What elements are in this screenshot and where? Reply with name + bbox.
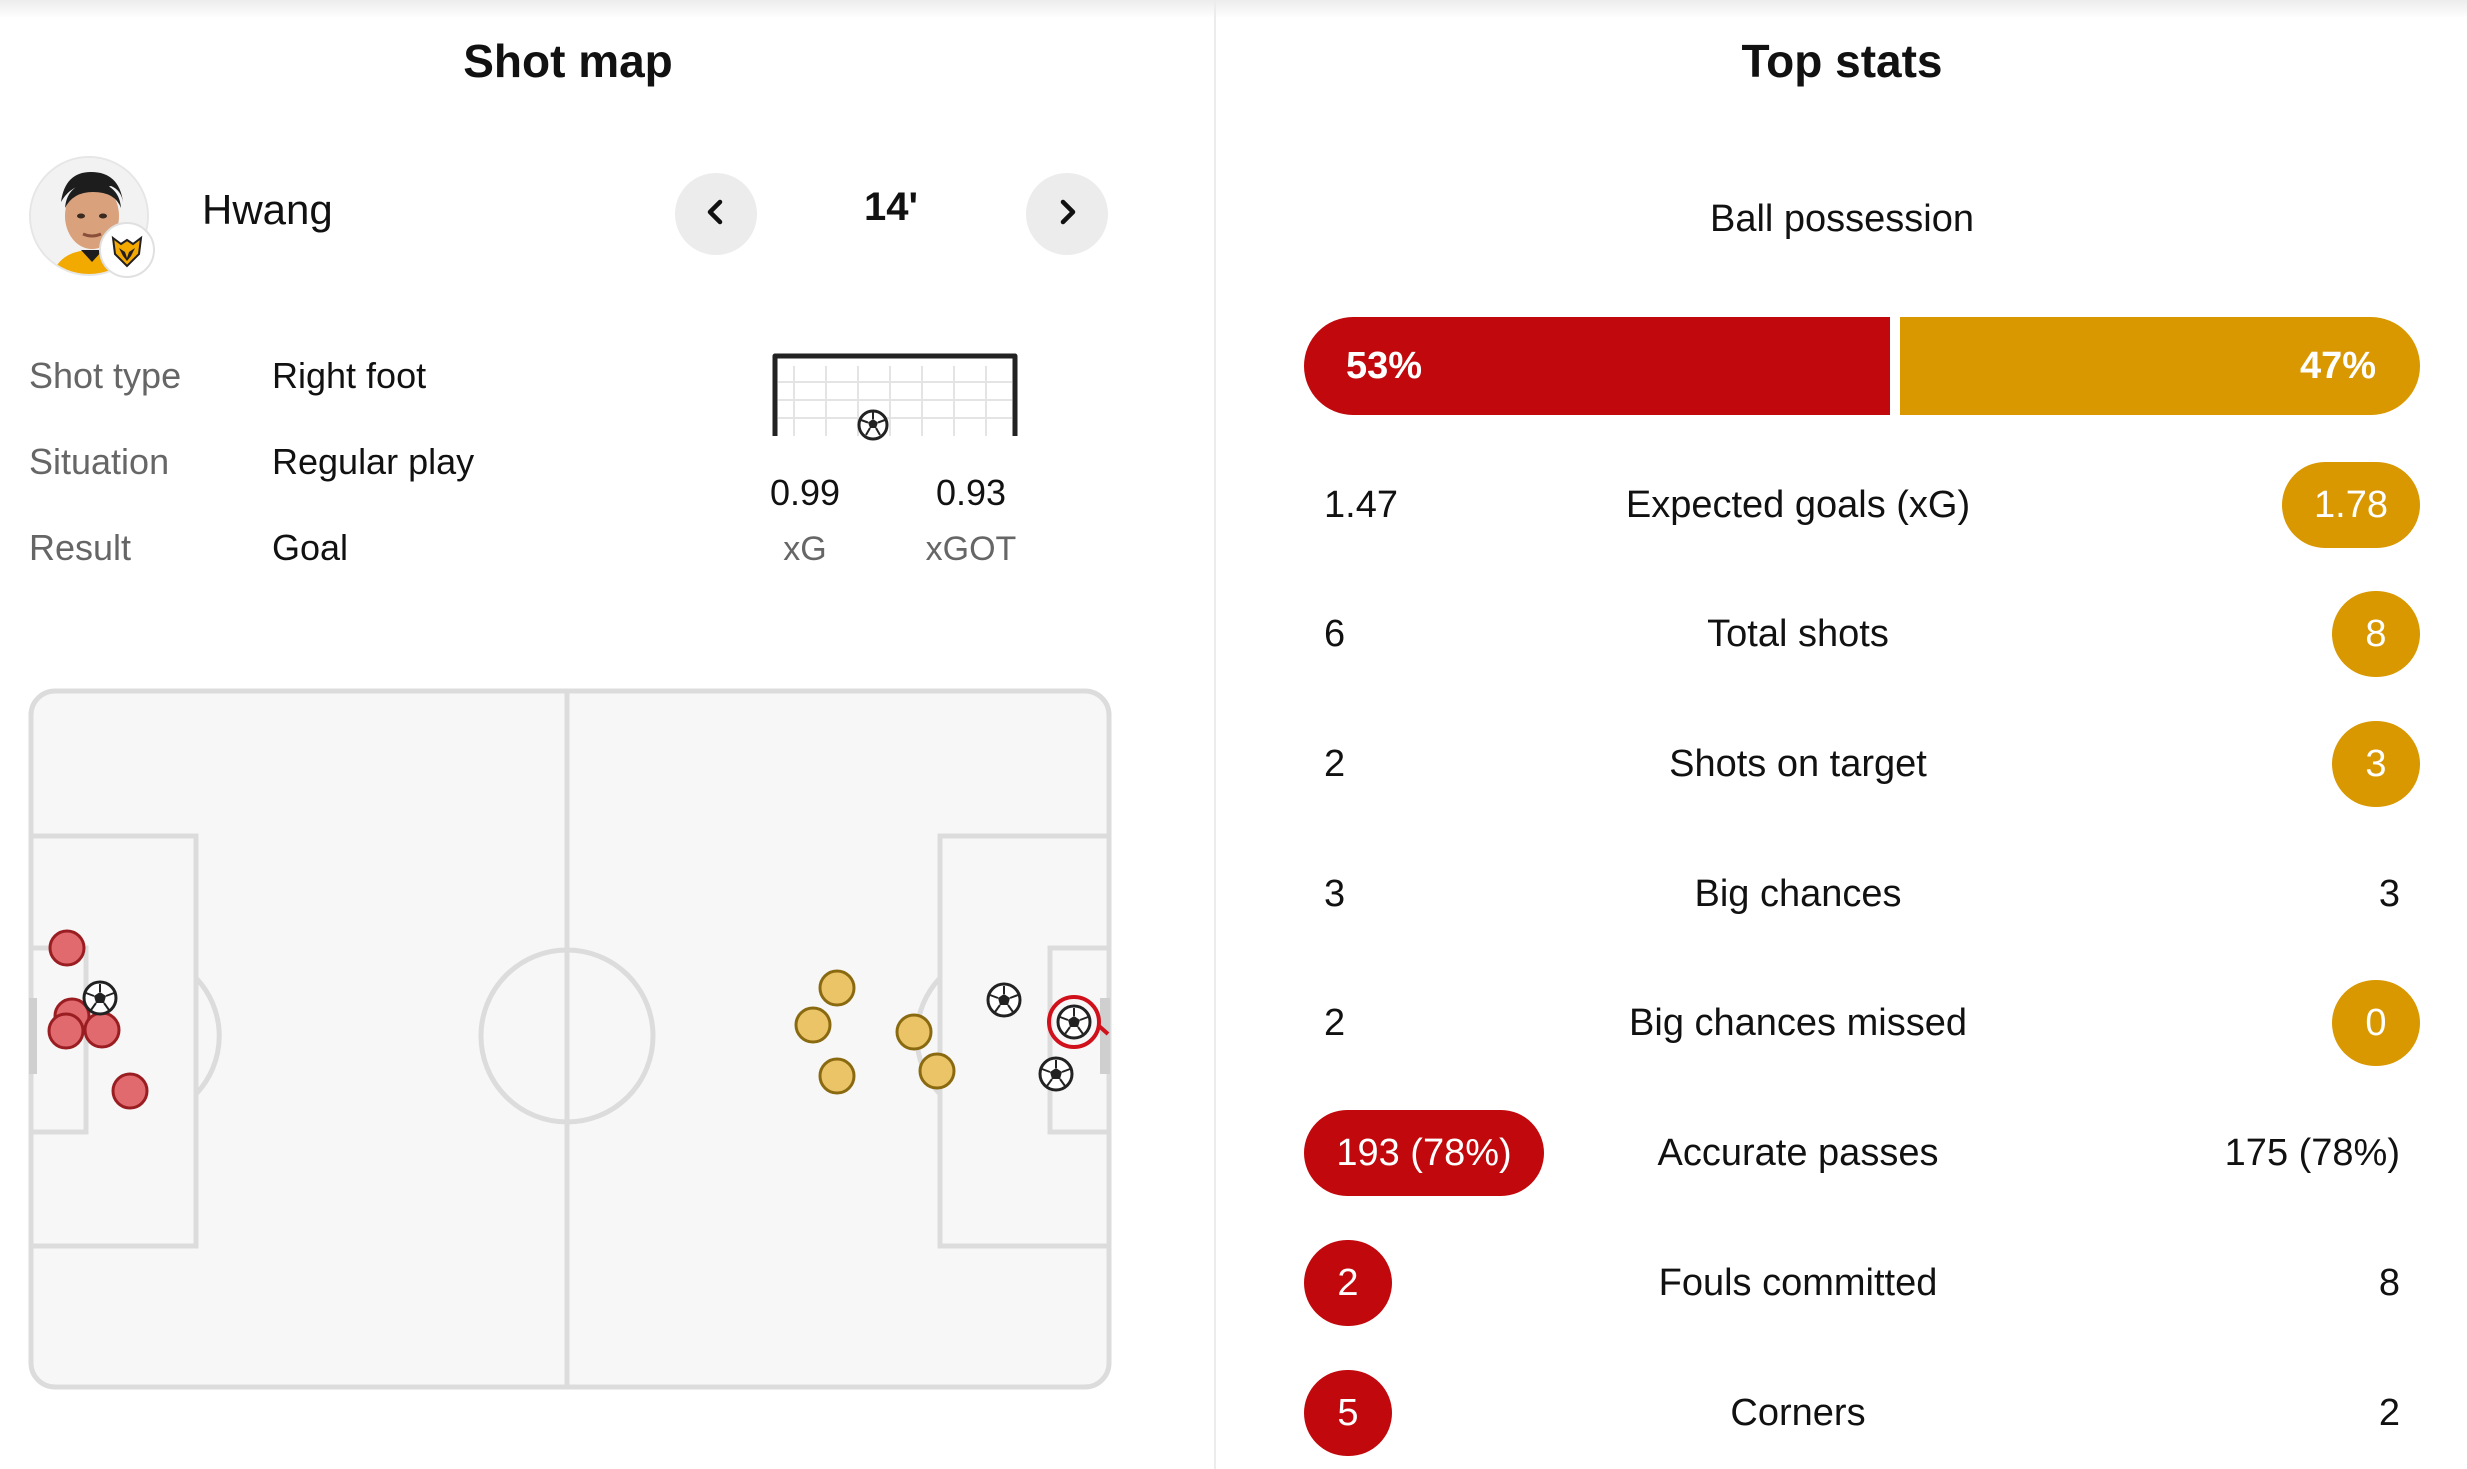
away-shots bbox=[794, 969, 956, 1095]
shot-map-panel: Shot map Hwang bbox=[0, 0, 1214, 1469]
top-stats-panel: Top stats Ball possession 53% 47% Expect… bbox=[1216, 0, 2467, 1469]
shot-type-value: Right foot bbox=[272, 355, 427, 396]
chevron-left-icon bbox=[701, 197, 731, 232]
xg-label: xG bbox=[783, 530, 827, 568]
situation-value: Regular play bbox=[272, 441, 475, 482]
situation-label: Situation bbox=[29, 441, 170, 482]
stat-row-total-shots: Total shots 6 8 bbox=[1304, 591, 2420, 677]
stat-label: Total shots bbox=[1707, 613, 1889, 655]
stat-label: Big chances missed bbox=[1629, 1002, 1967, 1044]
previous-shot-button[interactable] bbox=[675, 173, 757, 255]
stat-home-value: 6 bbox=[1324, 613, 1346, 655]
stat-row-accurate-passes: Accurate passes 193 (78%) 175 (78%) bbox=[1304, 1110, 2420, 1196]
stat-row-fouls: Fouls committed 2 8 bbox=[1304, 1240, 2420, 1326]
away-shot-marker bbox=[918, 1052, 956, 1090]
stat-row-big-chances: Big chances 3 3 bbox=[1304, 851, 2420, 937]
football-icon bbox=[856, 408, 890, 447]
top-shadow bbox=[0, 0, 2467, 18]
goal-frame-diagram bbox=[772, 352, 1018, 457]
stat-away-pill: 1.78 bbox=[2282, 462, 2420, 548]
stat-away-value: 2 bbox=[2378, 1392, 2400, 1434]
stat-home-pill: 193 (78%) bbox=[1304, 1110, 1544, 1196]
stat-away-pill: 0 bbox=[2332, 980, 2420, 1066]
stat-label: Expected goals (xG) bbox=[1625, 484, 1971, 526]
stat-label: Corners bbox=[1730, 1392, 1866, 1434]
stat-label: Big chances bbox=[1694, 873, 1902, 915]
football-icon bbox=[82, 980, 118, 1016]
home-shot-marker bbox=[111, 1072, 149, 1110]
stat-home-pill: 5 bbox=[1304, 1370, 1392, 1456]
stat-away-value: 8 bbox=[2378, 1262, 2400, 1304]
home-shot-marker bbox=[48, 929, 86, 967]
stat-row-shots-on-target: Shots on target 2 3 bbox=[1304, 721, 2420, 807]
football-icon bbox=[986, 982, 1022, 1018]
goal-markers bbox=[82, 980, 1110, 1092]
top-stats-title: Top stats bbox=[1741, 35, 1943, 87]
xg-value: 0.99 bbox=[769, 472, 841, 513]
home-shot-marker bbox=[47, 1012, 85, 1050]
stat-label: Accurate passes bbox=[1657, 1132, 1939, 1174]
stat-home-value: 3 bbox=[1324, 873, 1346, 915]
panel-divider bbox=[1214, 0, 1216, 1469]
stat-row-big-chances-missed: Big chances missed 2 0 bbox=[1304, 980, 2420, 1066]
away-shot-marker bbox=[794, 1006, 832, 1044]
selected-shot-marker bbox=[1047, 995, 1110, 1049]
possession-label: Ball possession bbox=[1709, 198, 1975, 240]
xgot-value: 0.93 bbox=[935, 472, 1007, 513]
stat-home-value: 1.47 bbox=[1324, 484, 1398, 526]
possession-home-value: 53% bbox=[1346, 344, 1423, 387]
possession-away-value: 47% bbox=[2299, 344, 2376, 387]
stat-row-xg: Expected goals (xG) 1.47 1.78 bbox=[1304, 462, 2420, 548]
stat-home-pill: 2 bbox=[1304, 1240, 1392, 1326]
stat-label: Shots on target bbox=[1669, 743, 1927, 785]
stat-row-corners: Corners 5 2 bbox=[1304, 1370, 2420, 1456]
stat-away-pill: 3 bbox=[2332, 721, 2420, 807]
away-shot-marker bbox=[818, 1057, 856, 1095]
wolves-badge-icon bbox=[99, 222, 155, 278]
away-shot-marker bbox=[818, 969, 856, 1007]
shot-map-title: Shot map bbox=[463, 35, 673, 87]
possession-away-bar: 47% bbox=[1900, 317, 2420, 415]
shot-type-label: Shot type bbox=[29, 355, 182, 396]
result-label: Result bbox=[29, 527, 132, 568]
result-value: Goal bbox=[272, 527, 349, 568]
stat-away-value: 3 bbox=[2378, 873, 2400, 915]
pitch-diagram bbox=[28, 688, 1112, 1390]
shot-minute: 14' bbox=[863, 185, 918, 229]
away-shot-marker bbox=[895, 1013, 933, 1051]
xgot-label: xGOT bbox=[925, 530, 1017, 568]
home-shots bbox=[47, 929, 149, 1110]
possession-home-bar: 53% bbox=[1304, 317, 1890, 415]
chevron-right-icon bbox=[1052, 197, 1082, 232]
home-shot-marker bbox=[83, 1011, 121, 1049]
stat-home-value: 2 bbox=[1324, 1002, 1346, 1044]
stat-label: Fouls committed bbox=[1658, 1262, 1938, 1304]
stat-away-pill: 8 bbox=[2332, 591, 2420, 677]
stat-away-value: 175 (78%) bbox=[2224, 1132, 2400, 1174]
stat-home-value: 2 bbox=[1324, 743, 1346, 785]
football-icon bbox=[1038, 1056, 1074, 1092]
player-name[interactable]: Hwang bbox=[202, 186, 333, 233]
next-shot-button[interactable] bbox=[1026, 173, 1108, 255]
player-avatar[interactable] bbox=[29, 156, 149, 276]
